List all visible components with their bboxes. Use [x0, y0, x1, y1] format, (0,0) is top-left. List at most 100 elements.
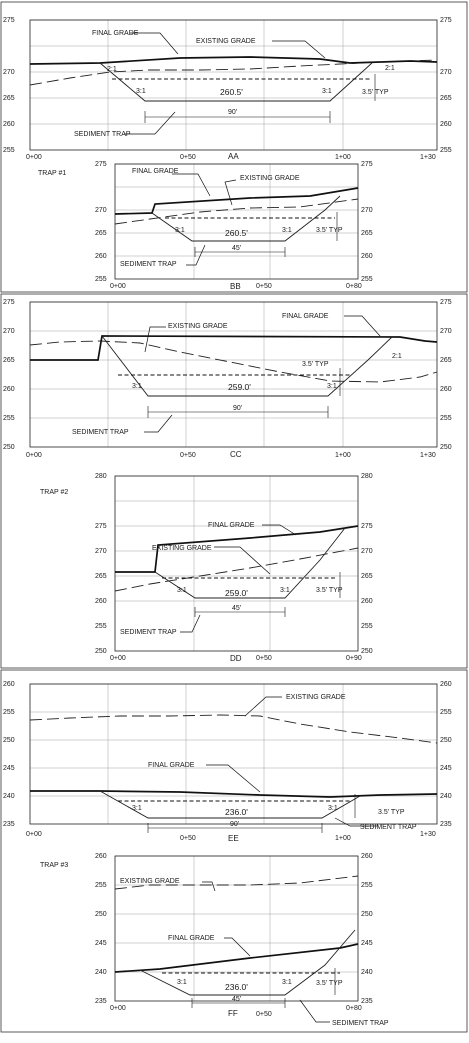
svg-text:280: 280: [95, 473, 107, 480]
cc-axis-bottom: 0+00 0+50 1+00 1+30: [26, 452, 436, 459]
bb-existing-leader: [224, 179, 237, 206]
svg-text:270: 270: [361, 207, 373, 214]
bb-section-title: BB: [230, 282, 241, 291]
svg-text:275: 275: [440, 299, 452, 306]
bb-axis-bottom: 0+00 0+50 0+80: [110, 283, 362, 290]
svg-text:0+00: 0+00: [110, 655, 126, 662]
svg-text:0+00: 0+00: [26, 452, 42, 459]
dd-axis-bottom: 0+00 0+50 0+90: [110, 655, 362, 662]
svg-text:260: 260: [3, 386, 15, 393]
section-dd: TRAP #2 FINAL GRADE EXISTING GRADE 3:1 3…: [40, 473, 373, 663]
bb-sediment-trap-outline: [151, 195, 341, 242]
ee-frame: [29, 683, 438, 825]
svg-text:250: 250: [3, 737, 15, 744]
dd-axis-right: 250 255 260 265 270 275 280: [361, 473, 373, 655]
cc-final-grade-label: FINAL GRADE: [282, 313, 329, 320]
dd-final-grade-line: [115, 525, 359, 573]
svg-text:250: 250: [361, 648, 373, 655]
svg-text:0+00: 0+00: [26, 154, 42, 161]
svg-text:260: 260: [95, 598, 107, 605]
section-ff: TRAP #3 EXISTING GRADE FINAL GRADE 3:1 3…: [40, 853, 389, 1027]
ee-axis-bottom: 0+00 0+50 1+00 1+30: [26, 831, 436, 842]
dd-trap-label: SEDIMENT TRAP: [120, 629, 177, 636]
ff-frame: [114, 855, 359, 1002]
ff-existing-grade-label: EXISTING GRADE: [120, 878, 180, 885]
aa-final-grade-line: [29, 56, 438, 65]
bb-typ: 3.5' TYP: [316, 227, 343, 234]
svg-text:250: 250: [95, 648, 107, 655]
dd-existing-grade-label: EXISTING GRADE: [152, 545, 212, 552]
cc-grid: [30, 301, 437, 447]
dd-existing-grade-line: [114, 547, 359, 592]
svg-text:0+50: 0+50: [180, 154, 196, 161]
svg-text:270: 270: [440, 69, 452, 76]
cc-typ: 3.5' TYP: [302, 361, 329, 368]
aa-side-right: 3:1: [322, 88, 332, 95]
svg-text:265: 265: [440, 95, 452, 102]
ee-final-leader: [206, 764, 261, 793]
svg-text:275: 275: [361, 523, 373, 530]
ee-trap-label: SEDIMENT TRAP: [360, 824, 417, 831]
aa-bottom-elev: 260.5': [220, 87, 243, 97]
dd-typ: 3.5' TYP: [316, 587, 343, 594]
svg-text:255: 255: [3, 147, 15, 154]
dd-final-leader: [262, 524, 297, 536]
ff-axis-left: 235 240 245 250 255 260: [95, 853, 107, 1005]
bb-trap-leader: [186, 244, 206, 266]
svg-text:255: 255: [440, 415, 452, 422]
svg-text:0+50: 0+50: [180, 452, 196, 459]
svg-text:255: 255: [3, 709, 15, 716]
svg-text:260: 260: [95, 253, 107, 260]
cc-axis-left: 250 255 260 265 270 275: [3, 299, 15, 451]
bb-final-grade-line: [114, 187, 359, 215]
dd-bottom-elev: 259.0': [225, 588, 248, 598]
aa-final-grade-label: FINAL GRADE: [92, 30, 139, 37]
ee-existing-grade-label: EXISTING GRADE: [286, 694, 346, 701]
dd-axis-left: 250 255 260 265 270 275 280: [95, 473, 107, 655]
section-bb: TRAP #1 FINAL GRADE EXISTING GRADE 3:1 3…: [38, 161, 373, 291]
svg-text:1+00: 1+00: [335, 154, 351, 161]
bb-width: 45': [232, 245, 241, 252]
ee-axis-right: 235 240 245 250 255 260: [440, 681, 452, 828]
svg-text:265: 265: [361, 230, 373, 237]
cc-bottom-elev: 259.0': [228, 382, 251, 392]
bb-final-leader: [172, 173, 211, 197]
ee-side-left: 3:1: [132, 805, 142, 812]
aa-axis-bottom: 0+00 0+50 1+00 1+30: [26, 154, 436, 161]
section-aa: FINAL GRADE EXISTING GRADE 2:1 2:1 3:1 3…: [3, 17, 452, 161]
cc-slope-right: 2:1: [392, 353, 402, 360]
svg-text:250: 250: [440, 737, 452, 744]
ff-section-title: FF: [228, 1009, 238, 1018]
svg-text:260: 260: [440, 386, 452, 393]
aa-width: 90': [228, 109, 237, 116]
dd-sediment-trap-outline: [154, 527, 346, 599]
svg-text:270: 270: [3, 69, 15, 76]
ee-grid: [30, 683, 437, 824]
dd-existing-leader: [214, 546, 271, 575]
bb-side-right: 3:1: [282, 227, 292, 234]
ee-sediment-trap-outline: [99, 790, 361, 819]
svg-text:235: 235: [361, 998, 373, 1005]
svg-text:260: 260: [361, 853, 373, 860]
svg-text:260: 260: [361, 253, 373, 260]
section-ee: EXISTING GRADE FINAL GRADE 3:1 3:1 236.0…: [3, 681, 452, 843]
svg-text:270: 270: [3, 328, 15, 335]
ff-width: 45': [232, 996, 241, 1003]
aa-slope-right: 2:1: [385, 65, 395, 72]
aa-side-left: 3:1: [136, 88, 146, 95]
svg-text:235: 235: [95, 998, 107, 1005]
ff-side-left: 3:1: [177, 979, 187, 986]
cc-sediment-trap-outline: [101, 335, 393, 397]
aa-axis-right: 255 260 265 270 275: [440, 17, 452, 154]
bb-existing-grade-label: EXISTING GRADE: [240, 175, 300, 182]
svg-text:275: 275: [95, 523, 107, 530]
ff-existing-leader: [202, 881, 216, 892]
svg-text:250: 250: [361, 911, 373, 918]
aa-sediment-trap-outline: [99, 62, 373, 102]
ff-final-leader: [224, 937, 251, 957]
aa-trap-label: SEDIMENT TRAP: [74, 131, 131, 138]
svg-text:235: 235: [440, 821, 452, 828]
dd-frame: [114, 475, 359, 652]
svg-text:1+30: 1+30: [420, 831, 436, 838]
